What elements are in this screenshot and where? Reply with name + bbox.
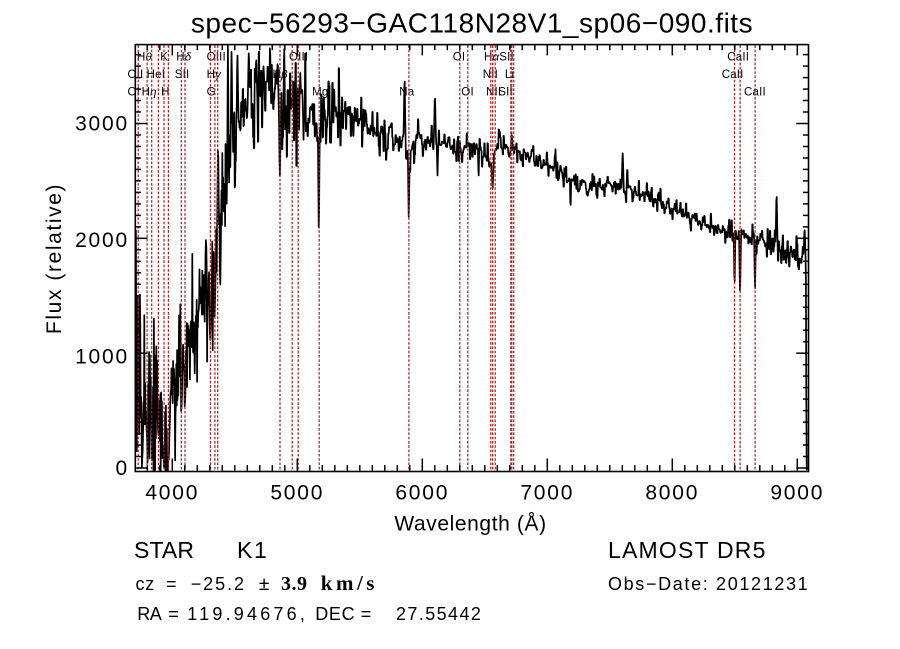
svg-text:±: ± — [259, 573, 270, 595]
svg-text:DEC: DEC — [315, 604, 355, 624]
svg-text:Hθ: Hθ — [137, 52, 153, 64]
svg-text:7000: 7000 — [520, 482, 574, 505]
svg-text:Hγ: Hγ — [207, 69, 223, 81]
svg-text:2000: 2000 — [75, 229, 129, 252]
svg-text:OIII: OIII — [207, 52, 226, 64]
svg-text:OI: OI — [461, 87, 474, 99]
svg-text:=: = — [166, 574, 177, 594]
svg-text:cz: cz — [136, 574, 155, 594]
svg-text:STAR: STAR — [134, 537, 194, 563]
svg-text:RA: RA — [137, 604, 162, 624]
svg-text:G: G — [207, 87, 216, 99]
svg-text:3000: 3000 — [75, 113, 129, 136]
svg-text:SII: SII — [175, 69, 190, 81]
svg-text:OI: OI — [128, 87, 141, 99]
svg-text:NII: NII — [486, 87, 501, 99]
svg-text:LAMOST DR5: LAMOST DR5 — [608, 537, 767, 563]
svg-text:=: = — [361, 604, 372, 624]
svg-text:0: 0 — [116, 457, 129, 480]
svg-text:Li: Li — [505, 69, 514, 81]
svg-text:1000: 1000 — [75, 346, 129, 369]
svg-text:Flux (relative): Flux (relative) — [43, 183, 66, 334]
svg-text:SII: SII — [498, 87, 513, 99]
svg-text:−25.2: −25.2 — [191, 574, 246, 594]
svg-text:CaII: CaII — [727, 52, 749, 64]
svg-text:9000: 9000 — [770, 482, 824, 505]
svg-text:Hη: Hη — [142, 87, 157, 99]
svg-text:=: = — [168, 604, 179, 624]
svg-text:6000: 6000 — [395, 482, 449, 505]
svg-text:Mg: Mg — [312, 87, 328, 99]
svg-text:Hδ: Hδ — [176, 52, 192, 64]
svg-text:HαSII: HαSII — [484, 52, 514, 64]
svg-text:OIII: OIII — [289, 52, 308, 64]
svg-text:H: H — [161, 87, 170, 99]
svg-text:8000: 8000 — [645, 482, 699, 505]
svg-text:km/s: km/s — [321, 571, 378, 595]
svg-text:spec−56293−GAC118N28V1_sp06−09: spec−56293−GAC118N28V1_sp06−090.fits — [191, 8, 753, 39]
svg-text:CaII: CaII — [722, 69, 744, 81]
svg-text:Na: Na — [399, 87, 415, 99]
svg-text:K1: K1 — [237, 537, 268, 563]
svg-text:5000: 5000 — [270, 482, 324, 505]
svg-text:HeI: HeI — [147, 69, 166, 81]
svg-text:119.94676,: 119.94676, — [187, 604, 308, 624]
svg-text:NII: NII — [483, 69, 498, 81]
svg-text:OI: OI — [453, 52, 466, 64]
svg-text:K: K — [160, 52, 168, 64]
svg-text:Obs−Date: 20121231: Obs−Date: 20121231 — [608, 574, 809, 594]
svg-text:27.55442: 27.55442 — [396, 604, 482, 624]
svg-text:CaII: CaII — [744, 87, 766, 99]
svg-text:3.9: 3.9 — [281, 573, 308, 595]
svg-text:Wavelength (Å): Wavelength (Å) — [394, 513, 546, 536]
svg-text:4000: 4000 — [145, 482, 199, 505]
